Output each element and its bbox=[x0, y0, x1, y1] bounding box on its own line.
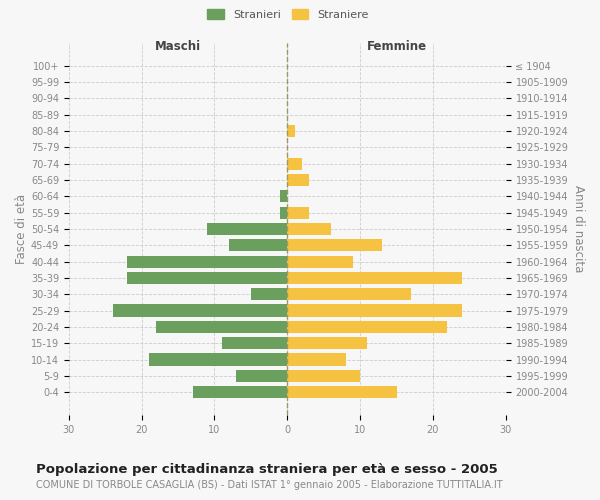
Bar bbox=[222, 337, 287, 349]
Bar bbox=[287, 256, 353, 268]
Bar bbox=[287, 288, 411, 300]
Y-axis label: Anni di nascita: Anni di nascita bbox=[572, 186, 585, 272]
Bar bbox=[287, 206, 309, 219]
Bar bbox=[280, 206, 287, 219]
Bar bbox=[127, 256, 287, 268]
Bar bbox=[287, 158, 302, 170]
Bar bbox=[156, 321, 287, 333]
Bar bbox=[207, 223, 287, 235]
Text: Femmine: Femmine bbox=[367, 40, 427, 52]
Bar bbox=[287, 337, 367, 349]
Bar bbox=[287, 125, 295, 137]
Bar bbox=[113, 304, 287, 316]
Text: Maschi: Maschi bbox=[155, 40, 201, 52]
Bar bbox=[287, 354, 346, 366]
Y-axis label: Fasce di età: Fasce di età bbox=[15, 194, 28, 264]
Bar bbox=[287, 386, 397, 398]
Text: COMUNE DI TORBOLE CASAGLIA (BS) - Dati ISTAT 1° gennaio 2005 - Elaborazione TUTT: COMUNE DI TORBOLE CASAGLIA (BS) - Dati I… bbox=[36, 480, 503, 490]
Text: Popolazione per cittadinanza straniera per età e sesso - 2005: Popolazione per cittadinanza straniera p… bbox=[36, 462, 498, 475]
Bar bbox=[236, 370, 287, 382]
Legend: Stranieri, Straniere: Stranieri, Straniere bbox=[204, 6, 372, 23]
Bar bbox=[287, 304, 462, 316]
Bar bbox=[193, 386, 287, 398]
Bar bbox=[287, 370, 360, 382]
Bar bbox=[149, 354, 287, 366]
Bar bbox=[287, 223, 331, 235]
Bar bbox=[280, 190, 287, 202]
Bar bbox=[287, 174, 309, 186]
Bar bbox=[127, 272, 287, 284]
Bar bbox=[229, 239, 287, 252]
Bar bbox=[287, 239, 382, 252]
Bar bbox=[251, 288, 287, 300]
Bar bbox=[287, 272, 462, 284]
Bar bbox=[287, 321, 448, 333]
